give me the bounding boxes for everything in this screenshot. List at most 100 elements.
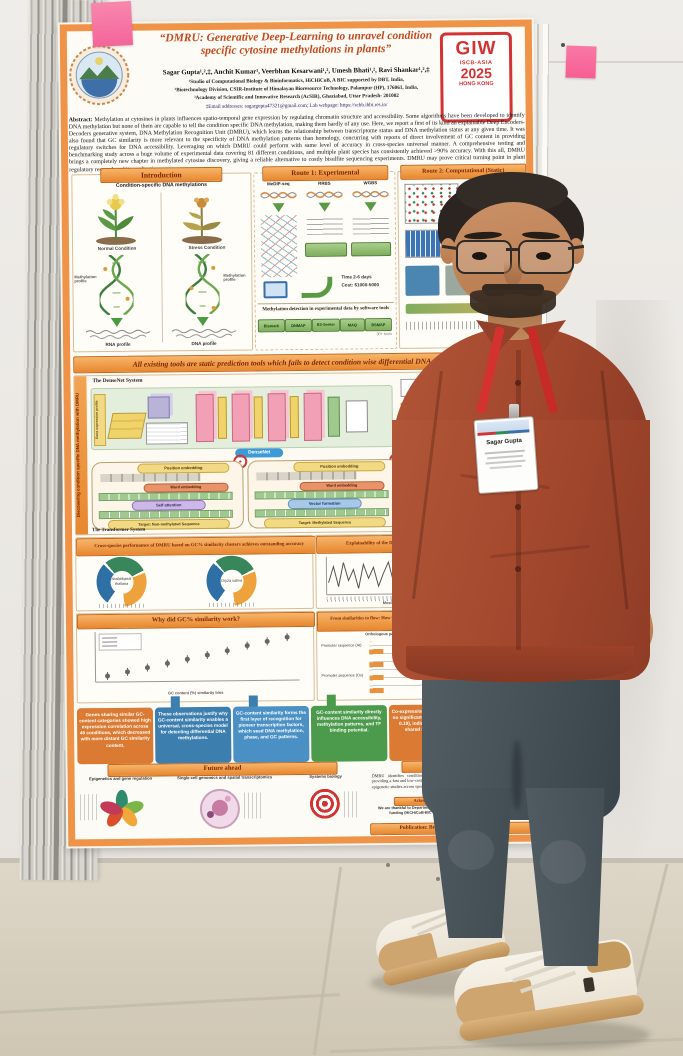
dna-helix-left xyxy=(99,254,134,316)
abstract-label: Abstract: xyxy=(68,117,93,124)
flow-row-label-2: Promoter sequence (Os) xyxy=(321,673,364,678)
conv-box xyxy=(145,422,189,445)
shirt-placket xyxy=(516,350,521,650)
laptop-icon xyxy=(263,281,288,299)
fragment-squiggles-1 xyxy=(306,216,343,235)
badge-line-4 xyxy=(489,464,522,470)
giw-city: HONG KONG xyxy=(459,81,494,88)
target-meth-pill: Target: Methylated Sequence xyxy=(263,517,386,529)
badge-clip xyxy=(509,404,519,420)
giw-name: GIW xyxy=(455,37,497,60)
rna-squiggles xyxy=(85,329,151,340)
input-sheets xyxy=(107,412,147,440)
tool-chip-bsseeker: BS-Seeker xyxy=(311,318,340,332)
transformer-box-1: Position embedding Word embedding Self a… xyxy=(91,460,244,531)
donut-ticks-1 xyxy=(98,603,145,609)
why-xlabel: GC content (%) similarity bins xyxy=(168,689,224,696)
transition-bar-1 xyxy=(217,396,228,439)
route1-dna-3 xyxy=(352,190,389,198)
systems-side-strip: Discovering condition specific DNA methy… xyxy=(74,376,89,535)
beard xyxy=(470,290,556,318)
densenet-zone: Gene expression profile xyxy=(90,385,394,451)
giw-2025-logo: GIW ISCB-ASIA 2025 HONG KONG xyxy=(439,31,513,123)
nose xyxy=(504,260,522,286)
tool-chip-dnmap: DNMAP xyxy=(284,318,312,333)
wall-pin xyxy=(561,43,565,47)
badge-line-1 xyxy=(484,449,525,455)
institute-logo xyxy=(69,45,130,106)
dna-helix-right xyxy=(185,253,220,315)
future-item-2: Single-cell genomics and spatial transcr… xyxy=(177,774,273,781)
embedding-cube xyxy=(147,396,170,419)
route1-header: Route 1: Experimental xyxy=(262,165,389,182)
shirt-button-1 xyxy=(515,380,521,386)
intro-box: Introduction Condition-specific DNA meth… xyxy=(71,166,254,353)
donut2-center-label: Oryza sativa xyxy=(220,578,243,583)
badge-name: Sagar Gupta xyxy=(486,437,523,447)
systems-side-label: Discovering condition specific DNA methy… xyxy=(74,393,81,518)
gene-expression-label: Gene expression profile xyxy=(94,400,100,440)
donut-ticks-2 xyxy=(208,602,255,607)
seq-bar-2b xyxy=(254,508,389,518)
callout-gc-categories: Genes sharing similar GC-content categor… xyxy=(76,707,154,765)
methylation-profile-label-2: Methylation profile xyxy=(223,272,246,283)
callout-universal-model: These observations justify why GC-conten… xyxy=(154,706,232,764)
dense-block-2 xyxy=(231,393,251,442)
systems-biology-target-figure xyxy=(309,788,341,819)
donut1-center-label: Arabidopsis thaliana xyxy=(111,577,132,586)
flow-row-label-1: Promoter sequence (At) xyxy=(321,643,362,648)
stress-condition-label: Stress Condition xyxy=(188,244,226,251)
person: Sagar Gupta xyxy=(370,172,675,1056)
future-panel: Future ahead Epigenetics and gene regula… xyxy=(77,761,366,830)
wall-floor-edge xyxy=(0,858,683,863)
shirt-button-3 xyxy=(515,504,521,510)
route1-dna-2 xyxy=(306,191,343,199)
poster-title: “DMRU: Generative Deep-Learning to unrav… xyxy=(159,29,433,57)
library-prep-chip xyxy=(305,242,348,257)
intro-header: Introduction xyxy=(100,166,223,184)
gc-similarity-chart xyxy=(94,632,300,683)
epigenetics-knot-figure xyxy=(98,788,146,830)
future-leader-lines-3 xyxy=(343,791,361,818)
seq-bar-1b xyxy=(98,509,233,520)
output-box xyxy=(345,400,368,433)
left-eye xyxy=(472,252,487,260)
jeans-crotch-shadow xyxy=(512,740,522,810)
dna-squiggles xyxy=(171,328,237,339)
giw-year: 2025 xyxy=(460,64,492,82)
stress-plant-figure xyxy=(181,197,222,245)
rrbs-label: RRBS xyxy=(318,180,331,186)
transition-bar-3 xyxy=(289,396,300,439)
down-arrow-icon xyxy=(272,203,285,213)
donut-chart-arabidopsis: Arabidopsis thaliana xyxy=(96,556,147,608)
curved-arrow-icon xyxy=(301,276,333,298)
medip-label: MeDIP-seq xyxy=(267,181,290,187)
badge-line-3 xyxy=(485,459,526,465)
normal-condition-label: Normal Condition xyxy=(97,245,137,252)
antibody-sketch xyxy=(260,215,298,278)
tool-chip-bismark: Bismark xyxy=(257,319,285,333)
sticky-note-right xyxy=(565,45,597,79)
sticky-note-left xyxy=(90,0,134,48)
future-leader-lines-1 xyxy=(79,794,99,821)
output-block xyxy=(327,396,341,437)
position-embedding-chip-1: Position embedding xyxy=(137,462,230,474)
dense-block-4 xyxy=(303,392,323,441)
down-arrow-icon xyxy=(318,202,331,212)
jeans-knee-highlight-left xyxy=(448,830,494,870)
conference-badge: Sagar Gupta xyxy=(473,415,539,495)
wall-seam xyxy=(536,61,683,63)
rna-profile-label: RNA profile xyxy=(105,341,131,348)
transition-bar-2 xyxy=(253,396,264,439)
future-item-1: Epigenetics and gene regulation xyxy=(89,775,153,782)
token-cubes-2 xyxy=(256,471,357,481)
route1-box: Route 1: Experimental MeDIP-seq RRBS WGB… xyxy=(253,165,398,351)
methylation-profile-label-1: Methylation profile xyxy=(74,274,97,284)
down-arrow-icon xyxy=(110,317,123,327)
dense-block-1 xyxy=(195,393,215,443)
dna-profile-label: DNA profile xyxy=(191,340,217,347)
wall-dot-1 xyxy=(386,863,390,867)
shirt-button-4 xyxy=(515,566,521,572)
gene-expression-chip: Gene expression profile xyxy=(93,394,107,447)
